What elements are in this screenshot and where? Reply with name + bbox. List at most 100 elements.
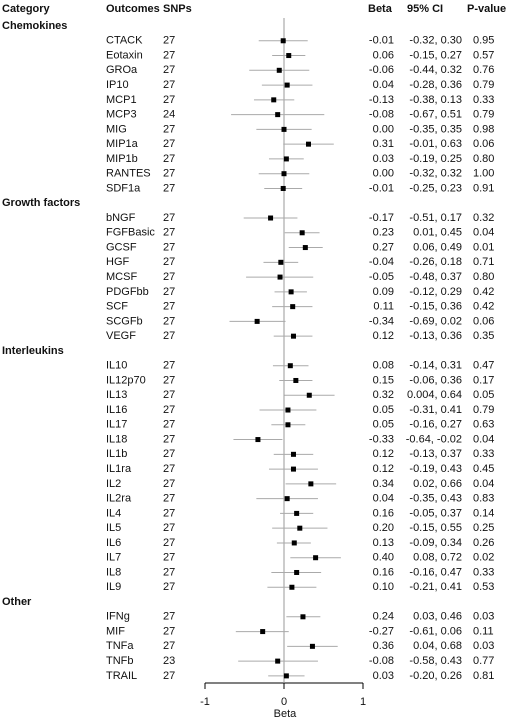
beta-marker [287,363,293,369]
ci-label: -0.35, 0.35 [409,123,462,135]
ci-label: -0.32, 0.32 [409,168,462,180]
beta-label: -0.04 [369,256,394,268]
p-value-label: 0.79 [473,109,494,121]
beta-label: -0.17 [369,212,394,224]
beta-marker [280,185,286,191]
beta-label: 0.03 [373,153,394,165]
outcome-label: IL2ra [106,493,132,505]
p-value-label: 0.42 [473,286,494,298]
ci-label: -0.31, 0.41 [409,404,462,416]
beta-marker [285,422,291,428]
beta-marker [284,82,290,88]
p-value-label: 0.03 [473,611,494,623]
column-header: Outcomes [106,3,160,15]
p-value-label: 0.32 [473,212,494,224]
p-value-label: 0.91 [473,182,494,194]
snps-label: 27 [163,182,175,194]
beta-marker [309,643,315,649]
beta-marker [290,333,296,339]
beta-marker [294,569,300,575]
beta-marker [308,481,314,487]
p-value-label: 0.79 [473,404,494,416]
p-value-label: 0.76 [473,64,494,76]
outcome-label: IL7 [106,552,121,564]
beta-marker [285,407,291,413]
snps-label: 27 [163,566,175,578]
p-value-label: 0.26 [473,537,494,549]
beta-label: -0.34 [369,315,394,327]
outcome-label: CTACK [106,35,143,47]
beta-marker [280,38,286,44]
snps-label: 27 [163,478,175,490]
p-value-label: 0.81 [473,670,494,682]
beta-marker [283,156,289,162]
beta-label: -0.01 [369,35,394,47]
beta-label: 0.10 [373,581,394,593]
snps-label: 27 [163,35,175,47]
p-value-label: 0.79 [473,79,494,91]
snps-label: 27 [163,448,175,460]
outcome-label: SCGFb [106,315,143,327]
outcome-label: MIP1a [106,138,139,150]
p-value-label: 0.71 [473,256,494,268]
ci-label: -0.69, 0.02 [409,315,462,327]
ci-label: -0.28, 0.36 [409,79,462,91]
beta-label: 0.40 [373,552,394,564]
p-value-label: 0.06 [473,315,494,327]
outcome-label: IL1b [106,448,127,460]
ci-label: -0.26, 0.18 [409,256,462,268]
beta-label: 0.00 [373,168,394,180]
beta-label: 0.11 [373,301,394,313]
beta-marker [289,584,295,590]
p-value-label: 0.63 [473,419,494,431]
ci-label: -0.20, 0.26 [409,670,462,682]
beta-marker [278,259,284,265]
outcome-label: IL4 [106,507,121,519]
beta-marker [260,629,266,635]
outcome-label: MCP1 [106,94,137,106]
ci-label: 0.01, 0.45 [413,227,462,239]
ci-label: -0.15, 0.27 [409,49,462,61]
beta-label: 0.03 [373,670,394,682]
p-value-label: 0.05 [473,389,494,401]
ci-label: 0.004, 0.64 [407,389,462,401]
outcome-label: IL5 [106,522,121,534]
beta-marker [300,614,306,620]
snps-label: 27 [163,493,175,505]
outcome-label: IL8 [106,566,121,578]
p-value-label: 0.98 [473,123,494,135]
beta-label: -0.06 [369,64,394,76]
snps-label: 24 [163,109,175,121]
outcome-label: IL18 [106,433,127,445]
ci-label: -0.01, 0.63 [409,138,462,150]
beta-marker [271,97,277,103]
beta-label: 0.12 [373,448,394,460]
ci-label: -0.12, 0.29 [409,286,462,298]
ci-label: -0.51, 0.17 [409,212,462,224]
beta-marker [290,466,296,472]
ci-label: -0.64, -0.02 [406,433,462,445]
snps-label: 27 [163,94,175,106]
ci-label: -0.06, 0.36 [409,374,462,386]
snps-label: 27 [163,552,175,564]
beta-label: 0.13 [373,537,394,549]
snps-label: 27 [163,389,175,401]
outcome-label: IL17 [106,419,127,431]
x-axis-label: Beta [274,708,298,719]
snps-label: 27 [163,360,175,372]
group-label: Chemokines [2,20,67,32]
beta-label: 0.04 [373,79,394,91]
ci-label: -0.25, 0.23 [409,182,462,194]
beta-label: 0.32 [373,389,394,401]
beta-marker [281,126,287,132]
ci-label: 0.02, 0.66 [413,478,462,490]
outcome-label: VEGF [106,330,136,342]
outcome-label: HGF [106,256,130,268]
p-value-label: 0.77 [473,655,494,667]
snps-label: 27 [163,330,175,342]
p-value-label: 0.14 [473,507,494,519]
beta-label: 0.09 [373,286,394,298]
outcome-label: IL13 [106,389,127,401]
beta-label: 0.05 [373,419,394,431]
